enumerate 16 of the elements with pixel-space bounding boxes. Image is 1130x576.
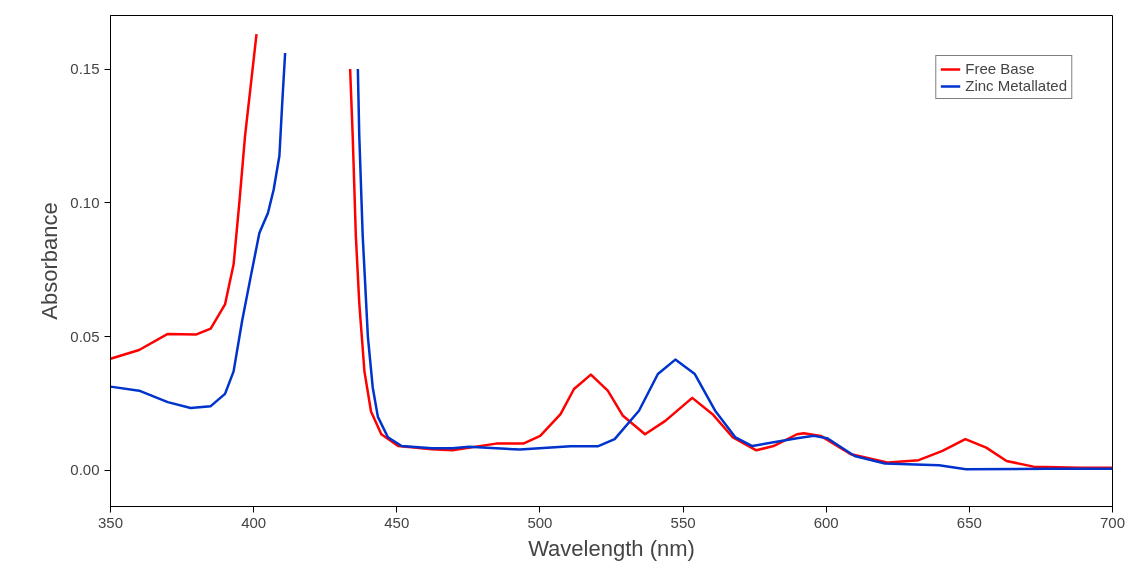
y-tick-label: 0.00 [70, 461, 100, 479]
x-tick-label: 650 [956, 513, 982, 531]
x-tick-label: 350 [97, 513, 124, 531]
legend-label: Free Base [965, 60, 1035, 77]
x-tick-label: 450 [384, 513, 410, 531]
x-tick-label: 550 [670, 513, 696, 531]
y-tick-label: 0.10 [70, 193, 100, 211]
x-axis-title: Wavelength (nm) [528, 535, 695, 561]
x-tick-label: 600 [813, 513, 839, 531]
y-tick-label: 0.15 [70, 60, 100, 78]
legend-label: Zinc Metallated [965, 77, 1067, 94]
x-tick-label: 500 [527, 513, 553, 531]
x-tick-label: 700 [1099, 513, 1126, 531]
y-tick-label: 0.05 [70, 327, 100, 345]
x-tick-label: 400 [241, 513, 267, 531]
y-axis-title: Absorbance [37, 202, 63, 320]
